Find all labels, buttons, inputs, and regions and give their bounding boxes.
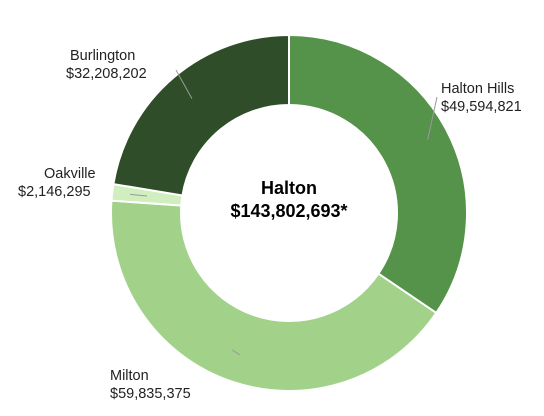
slice-value-label: $59,835,375	[110, 386, 191, 402]
leader-line	[130, 193, 148, 197]
slice-milton	[110, 199, 438, 392]
leader-line	[231, 349, 241, 356]
leader-lines-group	[130, 69, 438, 356]
slice-name-label: Milton	[110, 368, 149, 384]
slice-value-label: $2,146,295	[18, 184, 91, 200]
label-halton-hills: Halton Hills $49,594,821	[441, 81, 522, 115]
slice-name-label: Oakville	[44, 166, 96, 182]
slices-group	[110, 33, 468, 392]
leader-line	[427, 96, 438, 140]
slice-name-label: Halton Hills	[441, 81, 514, 97]
label-milton: Milton $59,835,375	[110, 368, 191, 402]
label-burlington: Burlington $32,208,202	[66, 48, 147, 82]
leader-line	[175, 69, 193, 99]
center-label: Halton	[261, 178, 317, 198]
slice-halton-hills	[288, 33, 468, 315]
label-oakville: Oakville $2,146,295	[18, 166, 96, 200]
slice-burlington	[112, 33, 290, 197]
slice-value-label: $32,208,202	[66, 66, 147, 82]
slice-value-label: $49,594,821	[441, 99, 522, 115]
center-total-label: $143,802,693*	[230, 201, 347, 221]
slice-name-label: Burlington	[70, 48, 135, 64]
